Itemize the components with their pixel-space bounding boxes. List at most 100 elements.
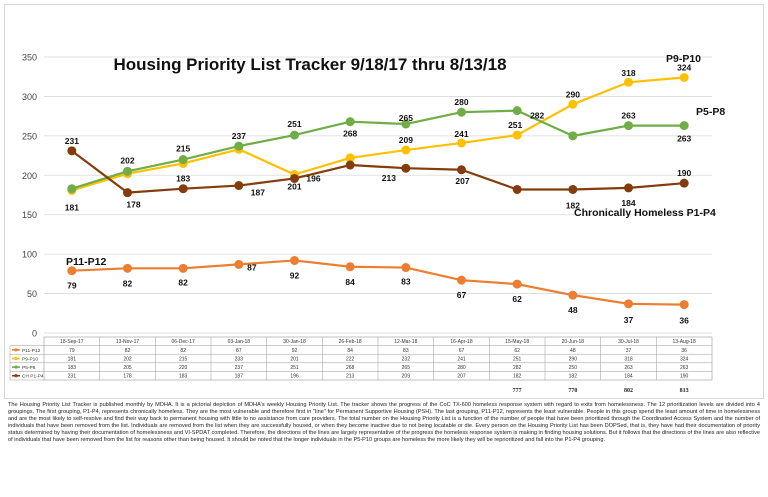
data-point [457,138,466,148]
table-cell: 184 [624,374,633,380]
table-cell: 84 [347,348,353,354]
data-label: 215 [176,144,190,154]
table-cell: 282 [513,365,522,371]
data-label: 263 [677,134,691,144]
series-line-P5-P8 [71,109,685,190]
data-point [624,299,633,309]
x-category-label: 03-Jan-18 [228,339,251,345]
data-point [234,259,244,269]
data-label: 251 [508,120,522,130]
chart-title: Housing Priority List Tracker 9/18/17 th… [113,55,507,74]
data-point [679,73,689,83]
data-label: 62 [512,294,522,304]
data-point [345,117,355,127]
data-label: 190 [677,168,691,178]
x-category-label: 13-Nov-17 [116,339,140,345]
y-tick-label: 50 [27,289,37,299]
table-cell: 263 [624,365,633,371]
data-label: 83 [401,277,411,287]
table-cell: 183 [68,365,77,371]
data-label: 84 [345,277,355,287]
data-label: 280 [454,97,468,107]
data-point [512,130,522,140]
data-label: 237 [232,131,246,141]
data-label: 265 [399,113,413,123]
x-category-label: 15-May-18 [505,339,529,345]
data-label: 178 [126,200,140,210]
table-cell: 37 [626,348,632,354]
x-category-label: 30-Jan-18 [283,339,306,345]
data-label: 48 [568,305,578,315]
data-point [123,188,132,198]
y-tick-label: 0 [32,329,37,339]
x-category-label: 26-Feb-18 [339,339,362,345]
table-cell: 87 [236,348,242,354]
data-label: 282 [530,111,544,121]
series-name-label: Chronically Homeless P1-P4 [574,207,716,219]
data-label: 209 [399,135,413,145]
table-cell: 79 [69,348,75,354]
legend-marker [14,348,18,352]
data-label: 181 [65,202,79,212]
data-point [679,178,689,188]
data-point [178,263,188,273]
data-point [401,163,411,173]
y-tick-label: 150 [22,210,37,220]
legend-marker [14,374,18,378]
table-cell: 290 [569,356,578,362]
data-label: 67 [457,290,467,300]
data-label: 201 [287,181,301,191]
data-label: 37 [624,315,634,325]
table-cell: 62 [514,348,520,354]
data-label: 82 [178,277,188,287]
x-category-label: 18-Sep-17 [60,339,84,345]
data-point [234,141,244,151]
data-label: 202 [120,155,134,165]
data-point [67,184,77,194]
legend-label: P11-P12 [22,348,41,354]
table-cell: 241 [457,356,466,362]
data-point [457,165,466,175]
data-label: 183 [176,174,190,184]
data-point [568,99,578,109]
x-category-label: 13-Aug-18 [672,339,696,345]
table-cell: 232 [402,356,411,362]
data-point [345,153,355,163]
data-label: 182 [566,200,580,210]
data-label: 231 [65,136,79,146]
legend-marker [14,365,18,369]
data-label: 36 [679,316,689,326]
data-label: 184 [621,198,635,208]
data-point [401,145,411,155]
table-cell: 205 [123,365,132,371]
data-point [679,300,689,310]
table-cell: 233 [235,356,244,362]
table-cell: 92 [292,348,298,354]
line-chart: 0 50 100 150 200 250 300 350 231 181 202 178 215 183 2… [9,53,725,394]
series-name-label: P5-P8 [696,106,725,118]
data-point [290,255,299,265]
footnote: The Housing Priority List Tracker is pub… [8,402,760,443]
total-count: 770 [568,388,577,394]
table-cell: 182 [569,374,578,380]
series-name-label: P11-P12 [66,256,106,268]
table-cell: 83 [403,348,409,354]
data-point [512,106,522,116]
table-cell: 280 [457,365,466,371]
data-point [290,173,299,183]
table-cell: 82 [125,348,131,354]
table-cell: 215 [179,356,188,362]
data-point [624,121,633,131]
table-cell: 251 [290,365,299,371]
table-cell: 190 [680,374,689,380]
data-label: 92 [290,270,300,280]
data-label: 268 [343,129,357,139]
legend-marker [14,356,18,361]
table-cell: 183 [179,374,188,380]
data-point [568,184,578,194]
table-cell: 318 [624,356,633,362]
y-tick-label: 200 [22,171,37,181]
table-cell: 222 [346,356,355,362]
y-tick-label: 350 [22,53,37,63]
data-point [345,160,355,170]
